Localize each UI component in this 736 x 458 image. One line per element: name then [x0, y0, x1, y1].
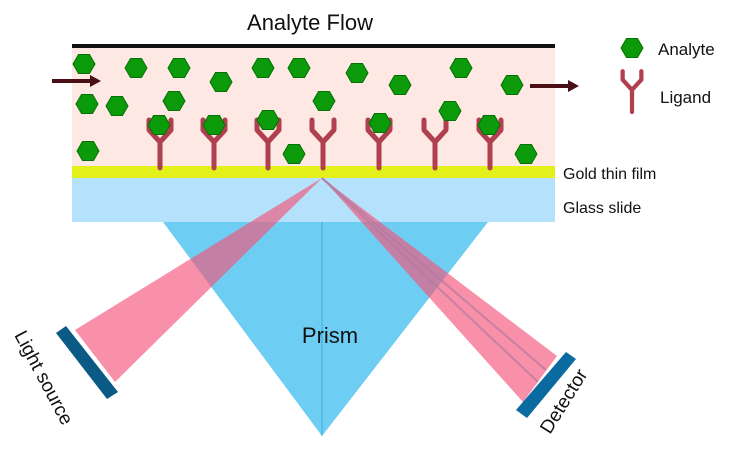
ligand-icon [421, 117, 449, 171]
reflected-beam-line [321, 177, 547, 371]
legend-ligand-label: Ligand [660, 88, 711, 107]
analyte-hexagon-icon [287, 58, 311, 78]
analyte-hexagon-icon [438, 101, 462, 121]
flow-out-arrow-icon [530, 80, 579, 92]
prism [163, 222, 488, 436]
analyte-hexagon-icon [256, 110, 280, 130]
analyte-hexagon-icon [449, 58, 473, 78]
detector-label: Detector [536, 365, 592, 438]
prism-label: Prism [302, 323, 358, 348]
analyte-hexagon-icon [477, 115, 501, 135]
analyte-hexagon-icon [500, 75, 524, 95]
ligand-icon [309, 117, 337, 171]
analyte-hexagon-icon [105, 96, 129, 116]
light-source-icon [56, 326, 118, 399]
incident-beam [75, 178, 322, 382]
analyte-hexagon-icon [368, 113, 392, 133]
legend-analyte-label: Analyte [658, 40, 715, 59]
analyte-hexagon-icon [345, 63, 369, 83]
analyte-hexagon-icon [162, 91, 186, 111]
analyte-hexagon-icon [76, 141, 100, 161]
analyte-hexagon-icon [282, 144, 306, 164]
analyte-hexagon-icon [167, 58, 191, 78]
analyte-hexagon-icon [251, 58, 275, 78]
flow-in-arrow-icon [52, 75, 101, 87]
analyte-hexagon-icon [202, 115, 226, 135]
analyte-hexagon-icon [147, 115, 171, 135]
ligand-icon [620, 69, 644, 115]
title: Analyte Flow [247, 10, 373, 35]
glass-slide-label: Glass slide [563, 200, 641, 217]
detector-icon [516, 352, 576, 418]
analyte-hexagon-icon [209, 72, 233, 92]
legend: Analyte Ligand [620, 38, 715, 115]
reflected-beam-line [321, 177, 539, 383]
analyte-hexagon-icon [72, 54, 96, 74]
analyte-hexagon-icon [124, 58, 148, 78]
gold-thin-film [72, 166, 555, 178]
analyte-hexagon-icon [514, 144, 538, 164]
analyte-hexagon-icon [312, 91, 336, 111]
gold-film-label: Gold thin film [563, 166, 656, 183]
analyte-hexagon-icon [388, 75, 412, 95]
flow-channel [72, 47, 555, 167]
ligand-icon [254, 117, 282, 171]
analyte-hexagon-icon [75, 94, 99, 114]
ligand-icon [200, 117, 228, 171]
analyte-hexagon-icon [620, 38, 644, 58]
